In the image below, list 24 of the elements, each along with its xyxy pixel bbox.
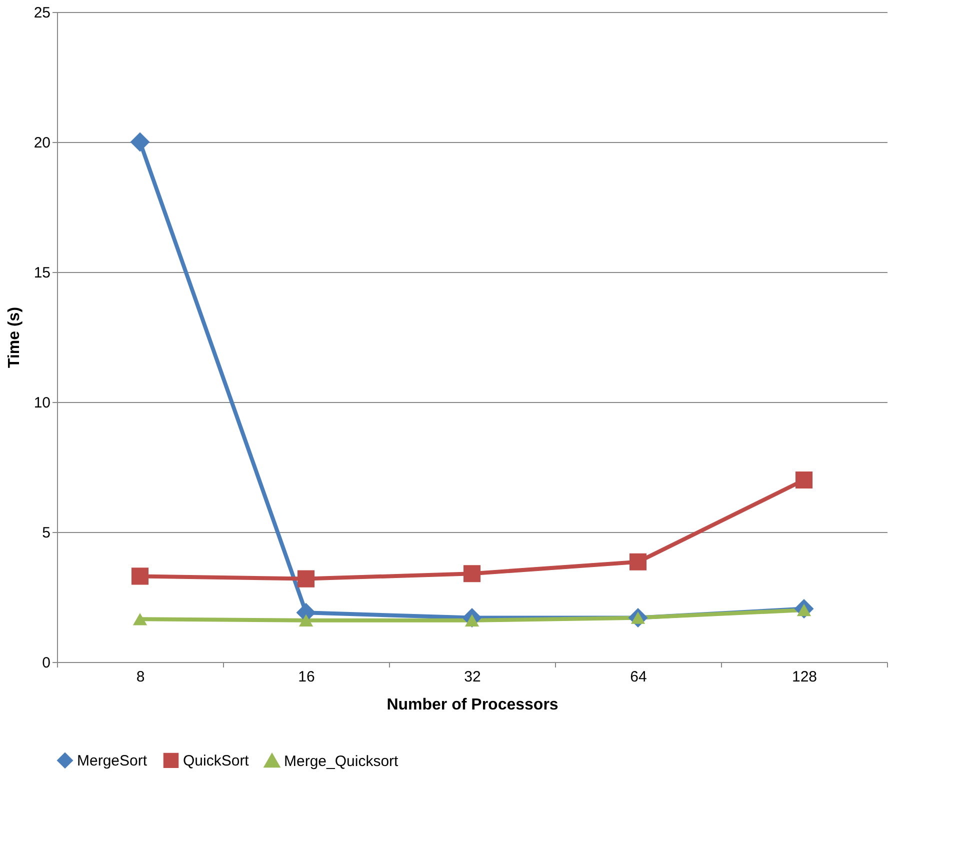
point bbox=[298, 614, 314, 627]
point bbox=[463, 565, 481, 582]
x-axis-title: Number of Processors bbox=[386, 696, 558, 714]
y-tick-label: 0 bbox=[42, 654, 50, 672]
y-tick-label: 5 bbox=[42, 524, 50, 542]
y-tick-label: 20 bbox=[34, 134, 50, 152]
point bbox=[130, 132, 150, 152]
x-tick-label: 8 bbox=[136, 668, 145, 686]
x-tick-label: 16 bbox=[298, 668, 315, 686]
legend-label: QuickSort bbox=[183, 752, 250, 770]
x-tick-label: 32 bbox=[464, 668, 481, 686]
x-tick-label: 64 bbox=[630, 668, 647, 686]
y-tick-label: 10 bbox=[34, 394, 50, 412]
legend-label: Merge_Quicksort bbox=[284, 752, 400, 770]
x-tick-label: 128 bbox=[792, 668, 818, 686]
point bbox=[297, 570, 315, 588]
y-axis-title: Time (s) bbox=[6, 306, 23, 368]
point bbox=[132, 612, 148, 626]
y-tick-label: 15 bbox=[34, 264, 50, 282]
point bbox=[795, 471, 813, 489]
point bbox=[629, 553, 647, 570]
point bbox=[131, 568, 149, 585]
y-tick-label: 25 bbox=[34, 4, 50, 22]
legend-label: MergeSort bbox=[77, 752, 148, 770]
